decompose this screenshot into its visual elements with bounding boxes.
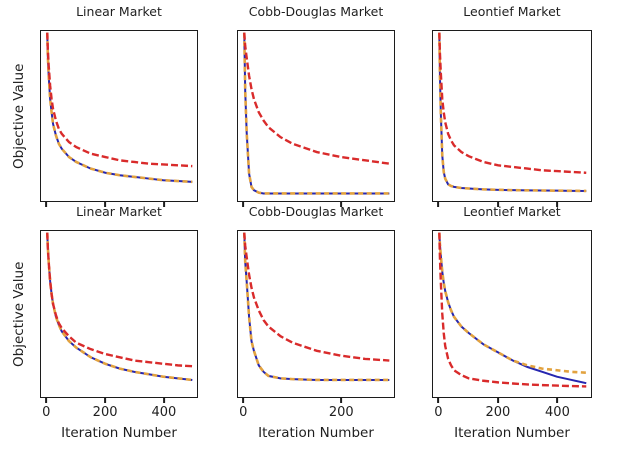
series-red-dashed <box>244 233 389 361</box>
subplot-title: Cobb-Douglas Market <box>248 4 384 19</box>
x-tick-mark <box>556 202 559 207</box>
series-red-dashed <box>244 33 389 164</box>
x-tick-mark <box>242 398 245 403</box>
plot-area <box>40 30 198 202</box>
x-tick-mark <box>162 398 165 403</box>
series-orange-dashed <box>439 233 586 373</box>
x-tick-label: 400 <box>151 405 177 420</box>
x-tick-label: 0 <box>434 405 443 420</box>
subplot-cobb-douglas-bottom: Cobb-Douglas Market 0 200 Iteration Numbe… <box>237 204 395 441</box>
x-axis-ticks <box>40 202 198 208</box>
x-tick-labels: 0 200 400 <box>432 405 592 421</box>
series-orange-dashed <box>244 33 389 194</box>
x-axis-label: Iteration Number <box>454 425 570 441</box>
x-tick-mark <box>497 202 499 207</box>
series-orange-dashed <box>244 233 389 380</box>
series-blue-solid <box>439 233 586 384</box>
series-orange-dashed <box>47 233 192 380</box>
x-tick-mark <box>104 202 106 207</box>
x-tick-label: 400 <box>545 405 570 420</box>
x-tick-mark <box>45 398 48 403</box>
x-tick-label: 0 <box>42 405 51 420</box>
y-axis-label: Objective Value <box>11 63 27 169</box>
subplot-cobb-douglas-top: Cobb-Douglas Market <box>237 4 395 207</box>
subplot-leontief-bottom: Leontief Market 0 200 400 Iteration Number <box>432 204 592 441</box>
plot-area <box>432 30 592 202</box>
x-tick-label: 0 <box>239 405 248 420</box>
x-axis-ticks <box>237 202 395 208</box>
x-tick-mark <box>497 398 499 403</box>
subplot-linear-top: Linear Market Objective Value <box>11 4 198 207</box>
series-red-dashed <box>47 233 192 367</box>
x-tick-mark <box>556 398 559 403</box>
series-orange-dashed <box>439 33 586 191</box>
series-red-dashed <box>47 33 192 166</box>
series-orange-dashed <box>47 33 192 182</box>
plot-area <box>432 230 592 398</box>
series-red-dashed <box>439 233 586 387</box>
x-axis-label: Iteration Number <box>61 425 177 441</box>
y-axis-label: Objective Value <box>11 261 27 367</box>
x-tick-mark <box>437 398 440 403</box>
x-axis-ticks <box>432 398 592 404</box>
subplot-title: Cobb-Douglas Market <box>248 204 384 219</box>
series-blue-solid <box>244 233 389 380</box>
x-axis-label: Iteration Number <box>258 425 374 441</box>
x-tick-mark <box>340 398 343 403</box>
x-tick-mark <box>340 202 343 207</box>
series-blue-solid <box>439 33 586 191</box>
x-tick-mark <box>437 202 440 207</box>
plot-area <box>237 230 395 398</box>
x-tick-mark <box>162 202 165 207</box>
x-tick-mark <box>45 202 48 207</box>
x-axis-ticks <box>432 202 592 208</box>
series-blue-solid <box>47 33 192 182</box>
subplot-title: Linear Market <box>76 204 162 219</box>
series-blue-solid <box>244 33 389 194</box>
x-tick-label: 200 <box>328 405 354 420</box>
series-red-dashed <box>439 33 586 173</box>
x-tick-labels: 0 200 <box>237 405 395 421</box>
x-axis-ticks <box>40 398 198 404</box>
x-tick-label: 200 <box>485 405 511 420</box>
subplot-title: Leontief Market <box>463 4 561 19</box>
x-tick-labels: 0 200 400 <box>40 405 198 421</box>
subplot-title: Leontief Market <box>463 204 561 219</box>
plot-area <box>237 30 395 202</box>
subplot-title: Linear Market <box>76 4 162 19</box>
x-tick-mark <box>104 398 106 403</box>
subplot-linear-bottom: Linear Market Objective Value 0 200 400 It… <box>11 204 198 441</box>
x-tick-label: 200 <box>92 405 118 420</box>
plot-area <box>40 230 198 398</box>
subplot-leontief-top: Leontief Market <box>432 4 592 207</box>
x-axis-ticks <box>237 398 395 404</box>
x-tick-mark <box>242 202 245 207</box>
